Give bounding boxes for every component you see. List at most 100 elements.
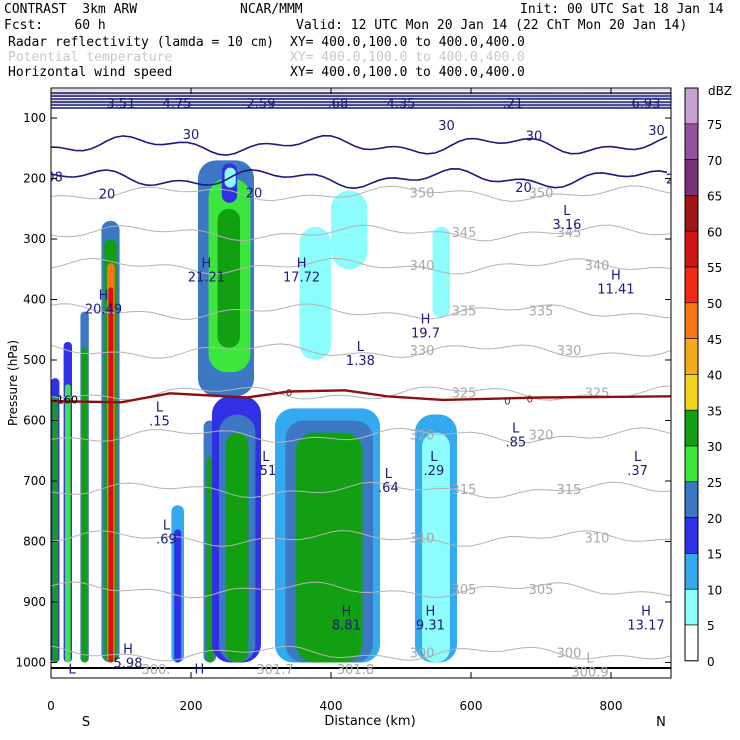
wind-speed-label: 20	[99, 187, 116, 202]
extremum-type-label: L	[357, 340, 365, 355]
zero-isotherm-line	[51, 389, 671, 404]
wind-band-value: 4.35	[387, 97, 416, 112]
y-tick-label: 900	[23, 595, 46, 609]
y-tick-label: 200	[23, 172, 46, 186]
reflectivity-cell	[108, 287, 114, 663]
colorbar-tick-label: 55	[707, 261, 722, 275]
ground-line	[51, 667, 671, 669]
y-tick-label: 400	[23, 293, 46, 307]
theta-contour	[51, 96, 671, 99]
extremum-type-label: L	[163, 518, 171, 533]
x-tick-label: 0	[47, 699, 55, 713]
extremum-type-label: L	[430, 450, 438, 465]
theta-contour	[51, 427, 671, 444]
wind-band-value: .21	[503, 97, 524, 112]
reflectivity-cell	[296, 432, 363, 663]
colorbar-swatch	[684, 302, 699, 339]
extremum-value-label: .64	[378, 481, 399, 496]
wind-speed-contour	[51, 134, 668, 156]
colorbar-frame	[684, 87, 699, 662]
reflectivity-layer	[51, 160, 671, 669]
theta-contour-label: 305	[529, 583, 554, 598]
wind-speed-label: 30	[648, 124, 665, 139]
reflectivity-cell	[217, 208, 240, 348]
extremum-value-label: 300.9	[571, 666, 608, 681]
plot-frame	[50, 87, 672, 679]
extremum-type-label: H	[195, 662, 205, 677]
extremum-type-label: H	[421, 313, 431, 328]
extremum-value-label: 11.41	[597, 283, 634, 298]
extremum-value-label: 19.7	[411, 327, 440, 342]
colorbar-swatch	[684, 624, 699, 662]
colorbar-swatch	[684, 230, 699, 268]
forecast-hour: Fcst: 60 h	[4, 18, 106, 33]
wind-band-value: 4.75	[163, 97, 192, 112]
extremum-value-label: 1.38	[346, 354, 375, 369]
extremum-type-label: L	[634, 450, 642, 465]
theta-contour-label: 340	[410, 259, 435, 274]
theta-contour-label: 330	[557, 344, 582, 359]
zero-isotherm-label: 0	[527, 395, 533, 406]
theta-contour	[51, 257, 671, 275]
extremum-value-label: .18	[62, 676, 83, 691]
field-wind-name: Horizontal wind speed	[8, 65, 173, 80]
theta-contour	[51, 645, 671, 662]
wind-speed-label: 20	[515, 181, 532, 196]
wind-speed-label: 30	[438, 119, 455, 134]
extremum-type-label: H	[202, 256, 212, 271]
theta-contour-label: 320	[410, 429, 435, 444]
colorbar-tick-label: 45	[707, 333, 722, 347]
wind-speed-label: 30	[183, 128, 200, 143]
theta-contour-label: 325	[585, 386, 610, 401]
theta-contour-label: 315	[452, 483, 477, 498]
theta-contour-label: 345	[452, 226, 477, 241]
theta-contour-label: 350	[529, 187, 554, 202]
theta-contour-label: 350	[410, 187, 435, 202]
model-label: CONTRAST 3km ARW	[4, 2, 138, 17]
reflectivity-cell	[52, 396, 58, 663]
extremum-type-label: L	[563, 204, 571, 219]
theta-contour-label: 305	[452, 583, 477, 598]
wind-band-value: 3.51	[107, 97, 136, 112]
colorbar-tick-label: 5	[707, 619, 715, 633]
extremum-value-label: 17.72	[283, 270, 320, 285]
y-tick-label: 500	[23, 353, 46, 367]
extremum-type-label: H	[99, 289, 109, 304]
wind-band-value: .68	[328, 97, 349, 112]
field-reflectivity-name: Radar reflectivity (lamda = 10 cm)	[8, 35, 275, 50]
colorbar-tick-label: 40	[707, 369, 722, 383]
extremum-value-label: 13.17	[627, 618, 664, 633]
extremum-value-label: 5.98	[114, 656, 143, 671]
extremum-type-label: L	[262, 450, 270, 465]
colorbar-tick-label: 10	[707, 583, 722, 597]
theta-contour-label: 310	[585, 531, 610, 546]
surface-theta-label: 301.8	[337, 663, 374, 678]
extremum-value-label: .69	[156, 532, 177, 547]
colorbar-swatch	[684, 87, 699, 125]
annotation-layer: H20.49H21.21H17.72L3.16H11.41H19.7L1.38L…	[53, 204, 665, 691]
extremum-type-label: H	[611, 269, 621, 284]
wind-speed-label: 20	[246, 186, 263, 201]
reflectivity-cell	[299, 226, 331, 360]
x-axis-title: Distance (km)	[324, 714, 415, 729]
zero-isotherm-label: 0	[504, 397, 510, 408]
reflectivity-cell	[331, 190, 368, 270]
colorbar-tick-label: 60	[707, 225, 722, 239]
theta-contour-label: 340	[585, 259, 610, 274]
theta-contour-label: 335	[529, 305, 554, 320]
wind-band-value: 6.93	[632, 97, 661, 112]
theta-contour	[51, 185, 671, 202]
y-tick-label: 1000	[15, 656, 46, 670]
x-tick-label: 600	[460, 699, 483, 713]
colorbar-tick-label: 35	[707, 404, 722, 418]
theta-contour-label: 315	[557, 483, 582, 498]
extremum-value-label: .37	[627, 464, 648, 479]
theta-contour	[51, 224, 671, 242]
surface-theta-label: 300.	[142, 663, 171, 678]
theta-contour-label: 300	[410, 646, 435, 661]
theta-contour	[51, 481, 671, 499]
y-tick-label: 800	[23, 535, 46, 549]
theta-contour	[51, 581, 671, 599]
